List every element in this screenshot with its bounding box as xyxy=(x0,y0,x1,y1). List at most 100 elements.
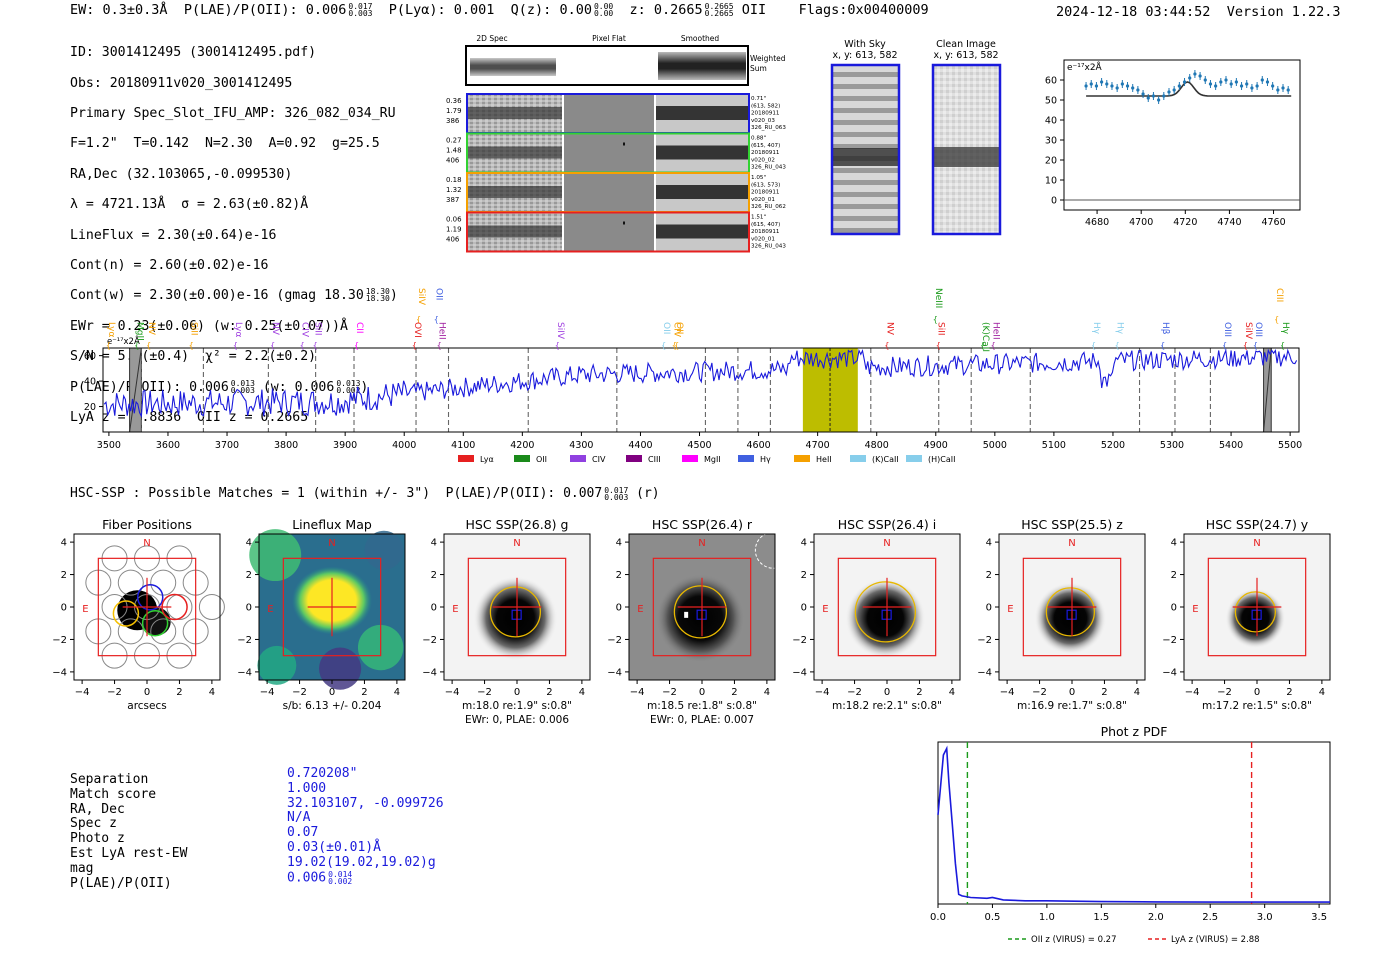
qz-value: Q(z): 0.00 xyxy=(510,2,592,18)
hsc-xlabel-4-3: 2 xyxy=(916,687,922,698)
legend-swatch-6 xyxy=(794,455,810,462)
contw-hi: 18.30 xyxy=(365,287,390,297)
hsc-title-text: HSC-SSP : Possible Matches = 1 (within +… xyxy=(70,486,603,501)
compass-e-4: E xyxy=(822,604,828,615)
hsc-ylabel-2-2: 0 xyxy=(431,603,437,614)
zoom-ylabel-40: 40 xyxy=(1045,116,1057,127)
legend-swatch-5 xyxy=(738,455,754,462)
info-plae-w-lo: 0.002 xyxy=(336,385,361,395)
line-label-20: (K)CaII xyxy=(980,322,990,352)
legend-swatch-8 xyxy=(906,455,922,462)
source-blob-2 xyxy=(473,576,558,661)
hsc-panel-caption-4: m:18.2 re:2.1" s:0.8" xyxy=(832,700,942,712)
qz-bounds: 0.00 0.00 xyxy=(593,3,614,18)
hsc-xlabel-3-2: 0 xyxy=(699,687,705,698)
line-label-26: SiIV xyxy=(1243,322,1253,340)
hsc-ylabel-4-0: 4 xyxy=(801,538,807,549)
zoom-xlabel-4680: 4680 xyxy=(1085,217,1109,228)
row-smooth-band-2 xyxy=(656,185,748,199)
hsc-ylabel-0-2: 0 xyxy=(61,603,67,614)
hsc-xlabel-3-1: −2 xyxy=(662,687,677,698)
full-xlabel-4500: 4500 xyxy=(687,440,711,451)
zoom-unit: e⁻¹⁷x2Å xyxy=(1067,61,1103,73)
fiber-yellow xyxy=(112,600,140,627)
hsc-xlabel-3-3: 2 xyxy=(731,687,737,698)
row-right-0-1: (613, 582) xyxy=(751,103,780,109)
ew-value: EW: 0.3±0.3Å xyxy=(70,2,168,18)
zoom-xlabel-4740: 4740 xyxy=(1217,217,1241,228)
line-label-16: OII xyxy=(674,322,684,334)
legend-label-1: OII xyxy=(536,455,547,464)
zoom-xlabel-4700: 4700 xyxy=(1129,217,1153,228)
line-brace-19: { xyxy=(936,341,941,350)
fiber-blue xyxy=(136,584,164,611)
row-2d-band-1 xyxy=(468,146,562,159)
zoom-point-28 xyxy=(1229,82,1233,86)
info-lineflux: LineFlux = 2.30(±0.64)e-16 xyxy=(70,227,277,243)
zoom-point-8 xyxy=(1125,84,1130,88)
line-label-8: CII xyxy=(354,322,364,334)
zoom-point-22 xyxy=(1198,74,1202,78)
zoom-ylabel-0: 0 xyxy=(1051,196,1057,207)
match-plae_lo: 0.002 xyxy=(328,876,353,886)
hsc-band: (r) xyxy=(636,486,660,501)
search-box-0 xyxy=(97,557,197,657)
full-unit: e⁻¹⁷x2Å xyxy=(107,335,140,347)
hsc-xlabel-6-0: −4 xyxy=(1185,687,1200,698)
flags-value: Flags:0x00400009 xyxy=(798,2,929,18)
aperture-3 xyxy=(673,585,728,639)
hsc-xlabel-2-4: 4 xyxy=(579,687,585,698)
hsc-ylabel-2-1: 2 xyxy=(431,570,437,581)
photz-xlabel-7: 3.5 xyxy=(1311,912,1327,923)
row-left-2-1: 1.32 xyxy=(446,186,462,194)
match-label-7: P(LAE)/P(OII) xyxy=(70,875,172,891)
match-plae_hi: 0.014 xyxy=(328,869,353,879)
row-right-2-1: (613, 573) xyxy=(751,182,780,188)
legend-swatch-1 xyxy=(514,455,530,462)
line-label-4: Lyα xyxy=(233,322,243,338)
zoom-point-33 xyxy=(1255,84,1259,88)
match-value-2: 32.103107, -0.099726 xyxy=(287,795,444,811)
hsc-panel-caption-5: m:16.9 re:1.7" s:0.8" xyxy=(1017,700,1127,712)
row-2d-band-0 xyxy=(468,107,562,119)
match-values: 0.720208" 1.000 32.103107, -0.099726 N/A 0.0… xyxy=(287,766,444,886)
row-smooth-band-1 xyxy=(656,145,748,160)
photz-pdf: Phot z PDF 0.0 0.5 1.0 1.5 2.0 2.5 3.0 3.5 OII z … xyxy=(930,724,1331,945)
star-mask-r xyxy=(754,531,792,569)
line-brace-28: { xyxy=(1274,315,1279,324)
line-label-11: OII xyxy=(434,288,444,300)
compass-n-2: N xyxy=(513,538,520,549)
hsc-xlabel-5-2: 0 xyxy=(1069,687,1075,698)
hsc-ylabel-6-2: 0 xyxy=(1171,603,1177,614)
line-brace-29: { xyxy=(1280,341,1285,350)
line-brace-17: { xyxy=(884,341,889,350)
row-right-1-1: (615, 407) xyxy=(751,143,780,149)
hsc-ylabel-5-2: 0 xyxy=(986,603,992,614)
full-xlabel-3900: 3900 xyxy=(333,440,357,451)
line-brace-11: { xyxy=(434,315,439,324)
line-brace-15: { xyxy=(672,341,677,350)
compass-e-0: E xyxy=(82,604,88,615)
row-right-3-0: 1.51" xyxy=(751,215,766,221)
info-primary: Primary Spec_Slot_IFU_AMP: 326_082_034_R… xyxy=(70,105,396,121)
line-label-3: SiII xyxy=(189,322,199,336)
line-label-24: Hβ xyxy=(1160,322,1170,335)
source-blob-3 xyxy=(656,574,745,663)
line-brace-13: { xyxy=(555,341,560,350)
qz-lo: 0.00 xyxy=(593,9,614,18)
full-spectrum: 20 40 60 3500 3600 3700 3800 3900 4000 4100 4200 43… xyxy=(84,288,1302,464)
zoom-point-1 xyxy=(1089,82,1093,86)
hsc-ylabel-4-2: 0 xyxy=(801,603,807,614)
row-left-0-0: 0.36 xyxy=(446,97,462,105)
hsc-panel-6: N E −4 4 −2 2 0 0 2 −2 4 −4 HSC SSP(24.7) y m:17.2 re… xyxy=(1162,517,1331,712)
fiber-11 xyxy=(117,618,144,645)
zoom-point-16 xyxy=(1167,90,1171,94)
hsc-ylabel-3-2: 0 xyxy=(616,603,622,614)
contw-lo: 18.30 xyxy=(365,294,390,304)
row-left-0-1: 1.79 xyxy=(446,107,462,115)
with-sky-xy: x, y: 613, 582 xyxy=(832,50,897,61)
hsc-xlabel-5-1: −2 xyxy=(1032,687,1047,698)
z-hi: 0.2665 xyxy=(704,2,734,11)
line-brace-4: { xyxy=(233,341,238,350)
source-blob-4 xyxy=(845,578,926,659)
